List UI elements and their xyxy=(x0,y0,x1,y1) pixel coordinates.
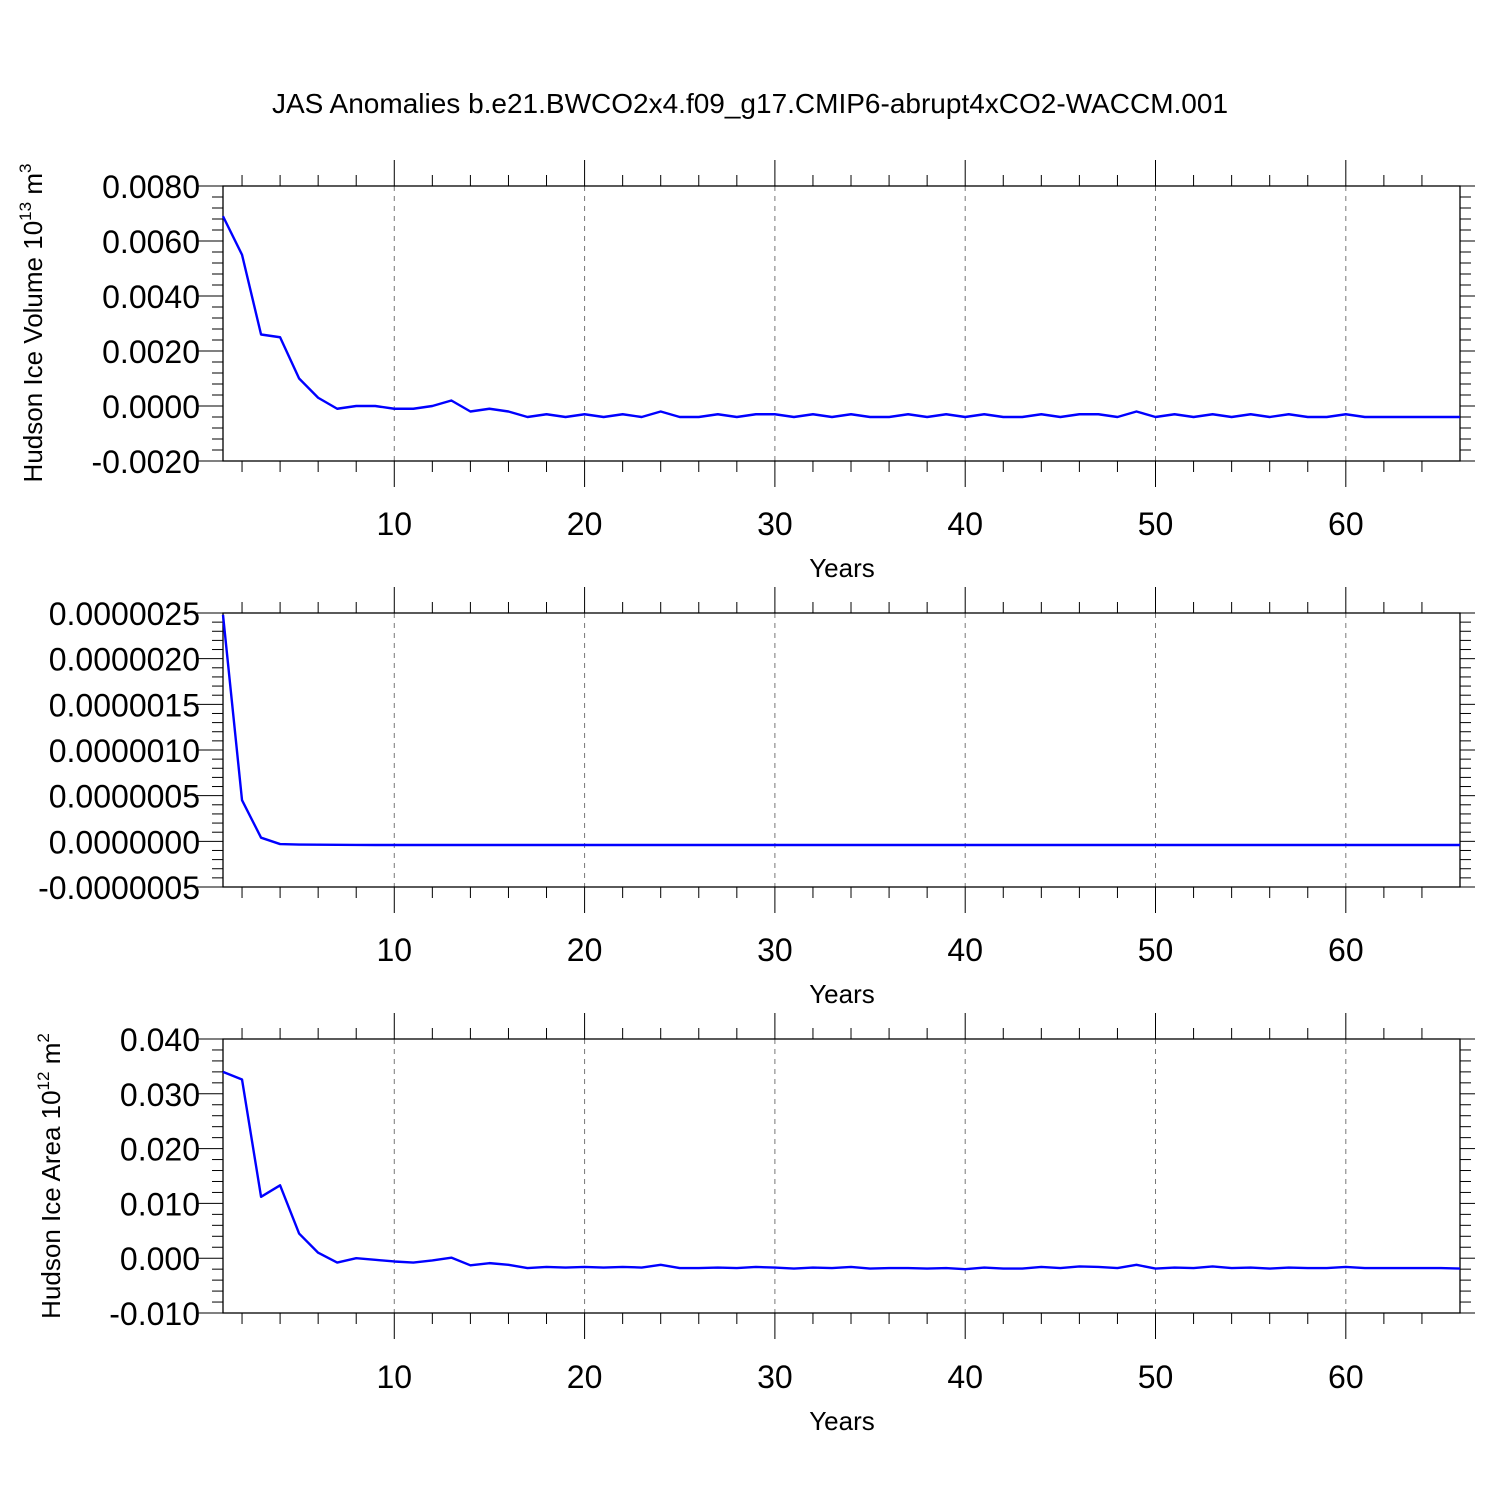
xtick-label: 20 xyxy=(567,1359,603,1395)
ytick-label: 0.0060 xyxy=(102,224,200,260)
series-line-ice-area xyxy=(222,1070,1461,1271)
xtick-label: 10 xyxy=(376,932,412,968)
series-line-middle xyxy=(221,614,1460,847)
ytick-label: 0.030 xyxy=(120,1077,200,1113)
y-axis-label: Hudson Ice Volume 1013 m3 xyxy=(16,164,48,483)
xtick-label: 50 xyxy=(1138,1359,1174,1395)
ytick-label: 0.0000020 xyxy=(49,642,200,678)
ytick-label: 0.0000 xyxy=(102,389,200,425)
ytick-label: 0.0000010 xyxy=(49,733,200,769)
xtick-label: 60 xyxy=(1328,932,1364,968)
plot-frame xyxy=(222,185,1461,462)
xtick-label: 60 xyxy=(1328,506,1364,542)
xtick-label: 20 xyxy=(567,506,603,542)
y-axis-label: Hudson Ice Area 1012 m2 xyxy=(34,1033,66,1319)
ytick-label: 0.0000025 xyxy=(49,596,200,632)
panel-middle: 0.0000025 0.0000020 0.0000015 0.0000010 … xyxy=(38,587,1475,1009)
xtick-label: 10 xyxy=(376,1359,412,1395)
ytick-label: 0.020 xyxy=(120,1132,200,1168)
xtick-label: 30 xyxy=(757,1359,793,1395)
xtick-label: 40 xyxy=(947,932,983,968)
xtick-label: 30 xyxy=(757,932,793,968)
x-axis-label: Years xyxy=(809,1406,875,1436)
xtick-label: 10 xyxy=(376,506,412,542)
figure-title: JAS Anomalies b.e21.BWCO2x4.f09_g17.CMIP… xyxy=(272,88,1228,119)
series-line-ice-volume xyxy=(221,215,1460,419)
ytick-label: -0.010 xyxy=(109,1296,200,1332)
x-axis-label: Years xyxy=(809,979,875,1009)
ytick-label: 0.040 xyxy=(120,1022,200,1058)
plot-frame xyxy=(222,1038,1461,1314)
xtick-label: 20 xyxy=(567,932,603,968)
xtick-label: 50 xyxy=(1138,506,1174,542)
ytick-label: 0.0080 xyxy=(102,169,200,205)
ytick-label: 0.000 xyxy=(120,1241,200,1277)
ytick-label: 0.0000015 xyxy=(49,687,200,723)
panel-ice-volume: 0.0080 0.0060 0.0040 0.0020 0.0000 -0.00… xyxy=(16,160,1475,583)
ytick-label: -0.0000005 xyxy=(38,870,200,906)
plot-frame xyxy=(222,612,1461,888)
ytick-label: 0.010 xyxy=(120,1186,200,1222)
ytick-label: 0.0000000 xyxy=(49,824,200,860)
ytick-label: -0.0020 xyxy=(91,444,200,480)
xtick-label: 40 xyxy=(947,506,983,542)
ytick-label: 0.0020 xyxy=(102,334,200,370)
xtick-label: 60 xyxy=(1328,1359,1364,1395)
x-axis-label: Years xyxy=(809,553,875,583)
xtick-label: 30 xyxy=(757,506,793,542)
xtick-label: 40 xyxy=(947,1359,983,1395)
ytick-label: 0.0000005 xyxy=(49,779,200,815)
panel-ice-area: 0.040 0.030 0.020 0.010 0.000 -0.010 10 … xyxy=(34,1013,1475,1436)
xtick-label: 50 xyxy=(1138,932,1174,968)
ytick-label: 0.0040 xyxy=(102,279,200,315)
